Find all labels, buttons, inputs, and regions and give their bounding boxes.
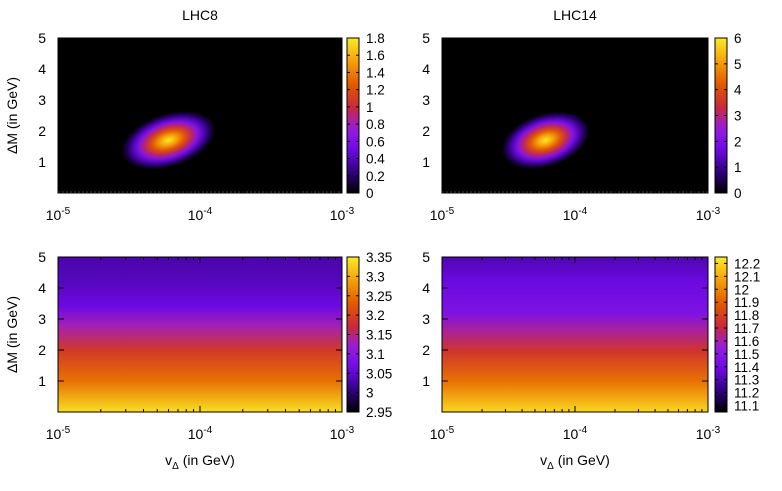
x-tick-label: 10-3 [330,206,355,223]
colorbar-tick-label: 1 [734,160,742,175]
y-tick-label: 2 [422,123,430,139]
colorbar-tick-label: 1.4 [366,65,385,80]
colorbar-tick-label: 3.3 [366,269,385,284]
y-tick-label: 4 [38,61,46,77]
colorbar-tick-label: 0.6 [366,134,385,149]
x-axis-label: vΔ (in GeV) [540,452,610,472]
colorbar-tick-label: 0.4 [366,152,385,167]
x-tick-label: 10-3 [696,425,721,442]
y-tick-label: 3 [38,92,46,108]
colorbar-tick-label: 0 [366,186,374,201]
colorbar-tick-label: 2 [734,134,742,149]
colorbar [346,37,360,194]
colorbar-tick-label: 0.8 [366,117,385,132]
colorbar-tick-label: 11.1 [734,399,759,414]
chart-title: LHC8 [182,7,218,23]
heatmap-peak [121,111,216,170]
heatmap-fill [442,257,708,412]
colorbar-tick-label: 3.15 [366,328,392,343]
heatmap-fill [58,257,342,412]
heatmap-panel-1: 10-5 10-4 10-3 1 2 3 4 5 LHC8 ΔM (in GeV) 0 0.2 0.4 0… [4,7,385,223]
y-tick-label: 3 [422,92,430,108]
y-tick-label: 1 [422,154,430,170]
x-tick-label: 10-5 [46,206,71,223]
heatmap-panel-2: 10-5 10-4 10-3 1 2 3 4 5 LHC14 0 1 2 3 4 5 6 [422,7,742,223]
colorbar-tick-label: 4 [734,83,742,98]
colorbar-tick-label: 12.1 [734,269,760,284]
colorbar-tick-label: 3.05 [366,366,392,381]
colorbar-tick-label: 0.2 [366,169,385,184]
colorbar-tick-label: 11.5 [734,347,759,362]
heatmap-area [58,257,342,412]
y-tick-label: 1 [38,373,46,389]
heatmap-area [58,38,342,193]
x-tick-label: 10-4 [188,206,213,223]
colorbar-tick-label: 11.7 [734,321,759,336]
colorbar-tick-label: 12 [734,282,749,297]
x-axis-label: vΔ (in GeV) [165,452,235,472]
y-tick-label: 3 [422,311,430,327]
y-axis-label: ΔM (in GeV) [4,296,20,373]
y-tick-label: 3 [38,311,46,327]
y-tick-label: 5 [422,249,430,265]
colorbar-tick-label: 0 [734,186,742,201]
colorbar-tick-label: 3 [366,386,374,401]
colorbar [714,256,728,413]
colorbar-tick-label: 3.35 [366,250,392,265]
x-tick-label: 10-4 [563,425,588,442]
y-tick-label: 5 [38,30,46,46]
y-tick-label: 5 [38,249,46,265]
colorbar-tick-label: 3.1 [366,347,385,362]
x-tick-label: 10-4 [563,206,588,223]
colorbar-tick-label: 11.6 [734,334,759,349]
colorbar-tick-label: 3.2 [366,308,385,323]
colorbar-tick-label: 3 [734,109,742,124]
heatmap-peak [501,111,590,169]
x-tick-label: 10-5 [46,425,71,442]
colorbar-tick-label: 11.4 [734,360,760,375]
colorbar-tick-label: 1.8 [366,31,385,46]
colorbar-tick-label: 6 [734,31,742,46]
heatmap-area [442,257,708,412]
y-tick-label: 1 [38,154,46,170]
y-tick-label: 4 [38,280,46,296]
colorbar-tick-label: 11.2 [734,386,759,401]
y-tick-label: 4 [422,61,430,77]
colorbar-tick-label: 11.9 [734,295,759,310]
colorbar-tick-label: 11.3 [734,373,759,388]
colorbar-tick-label: 1.6 [366,48,385,63]
colorbar-tick-label: 12.2 [734,256,760,271]
colorbar-tick-label: 3.25 [366,289,392,304]
y-tick-label: 4 [422,280,430,296]
x-tick-label: 10-5 [430,425,455,442]
colorbar-tick-label: 11.8 [734,308,759,323]
y-axis-label: ΔM (in GeV) [4,77,20,154]
y-tick-label: 2 [38,342,46,358]
colorbar-tick-label: 1 [366,100,374,115]
heatmap-panel-3: 10-5 10-4 10-3 1 2 3 4 5 ΔM (in GeV) vΔ (in GeV) 2… [4,249,392,472]
x-tick-label: 10-3 [330,425,355,442]
heatmap-area [442,38,708,193]
x-tick-label: 10-4 [188,425,213,442]
colorbar-tick-label: 5 [734,57,742,72]
x-tick-label: 10-5 [430,206,455,223]
x-tick-label: 10-3 [696,206,721,223]
y-tick-label: 2 [422,342,430,358]
chart-title: LHC14 [553,7,597,23]
y-tick-label: 5 [422,30,430,46]
colorbar-tick-label: 1.2 [366,83,385,98]
y-tick-label: 2 [38,123,46,139]
colorbar-tick-label: 2.95 [366,405,392,420]
y-tick-label: 1 [422,373,430,389]
